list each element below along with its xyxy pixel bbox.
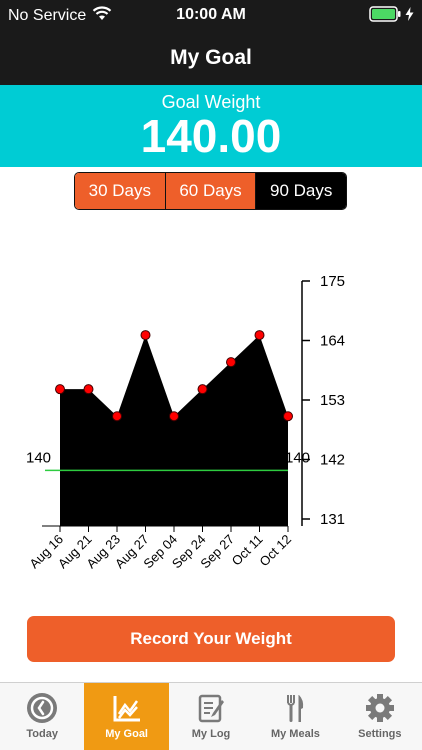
tab-bar: Today My Goal My Log My Meals — [0, 682, 422, 750]
nav-bar: My Goal — [0, 30, 422, 85]
data-point — [283, 411, 293, 422]
clock-icon — [27, 693, 58, 723]
wifi-icon — [92, 6, 112, 26]
data-point — [197, 384, 208, 395]
goal-header: Goal Weight 140.00 — [0, 85, 422, 167]
tab-my-goal[interactable]: My Goal — [84, 683, 169, 750]
charging-icon — [405, 7, 414, 26]
data-point — [112, 411, 122, 422]
status-bar: No Service 10:00 AM — [0, 0, 422, 30]
tab-settings[interactable]: Settings — [338, 683, 422, 750]
range-90-days-button[interactable]: 90 Days — [256, 173, 346, 209]
tab-my-meals[interactable]: My Meals — [253, 683, 337, 750]
range-60-days-button[interactable]: 60 Days — [165, 173, 257, 209]
gear-icon — [365, 694, 394, 722]
data-point — [83, 384, 94, 395]
y-tick-label: 142 — [320, 452, 345, 469]
record-weight-button[interactable]: Record Your Weight — [27, 616, 395, 662]
y-tick-label: 131 — [320, 511, 345, 528]
range-30-days-button[interactable]: 30 Days — [75, 173, 166, 209]
data-point — [55, 384, 65, 395]
y-tick-label: 164 — [320, 333, 345, 350]
status-right — [369, 6, 414, 27]
status-left: No Service — [8, 6, 112, 26]
fork-knife-icon — [287, 695, 304, 722]
carrier-label: No Service — [8, 7, 87, 24]
tab-my-meals-label: My Meals — [270, 728, 320, 740]
data-point — [226, 357, 236, 368]
range-selector: 30 Days 60 Days 90 Days — [74, 172, 347, 210]
notepad-icon — [198, 694, 225, 723]
tab-today-label: Today — [26, 728, 58, 740]
tab-my-log[interactable]: My Log — [169, 683, 253, 750]
goal-weight-label: Goal Weight — [161, 92, 261, 112]
battery-icon — [369, 6, 401, 27]
goal-line-label-right: 140 — [285, 449, 310, 466]
tab-my-log-label: My Log — [191, 728, 231, 740]
data-point — [140, 330, 151, 341]
data-point — [254, 330, 265, 341]
page-title: My Goal — [170, 46, 252, 69]
data-point — [169, 411, 179, 422]
goal-weight-value: 140.00 — [140, 110, 282, 162]
tab-today[interactable]: Today — [0, 683, 84, 750]
tab-my-goal-label: My Goal — [105, 728, 148, 740]
tab-settings-label: Settings — [358, 728, 402, 740]
weight-area — [60, 335, 288, 526]
chart-icon — [113, 696, 140, 722]
y-tick-label: 175 — [320, 273, 345, 290]
x-tick-label: Oct 12 — [256, 532, 294, 570]
y-tick-label: 153 — [320, 392, 345, 409]
status-time: 10:00 AM — [176, 6, 246, 23]
goal-line-label-left: 140 — [26, 449, 51, 466]
